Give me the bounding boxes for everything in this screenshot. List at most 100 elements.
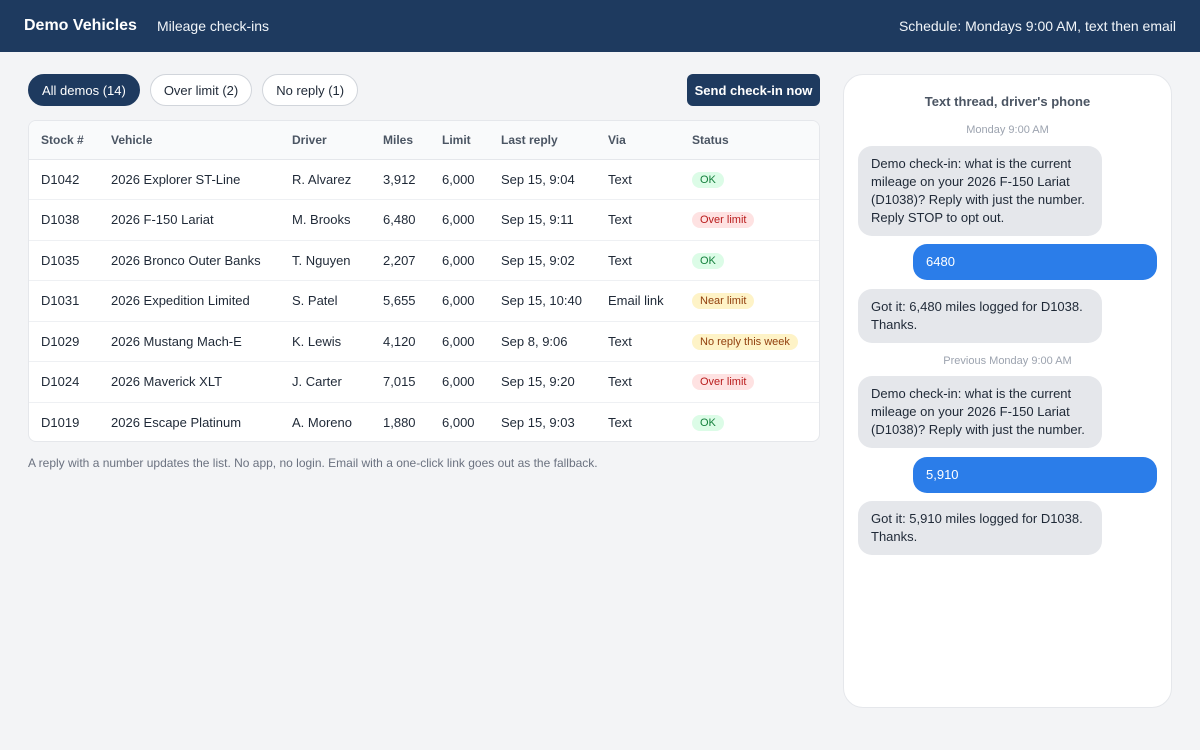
- status-badge: OK: [692, 171, 724, 188]
- filter-pills: All demos (14) Over limit (2) No reply (…: [28, 74, 359, 106]
- cell-limit: 6,000: [442, 374, 475, 390]
- cell-via: Email link: [608, 293, 664, 309]
- cell-miles: 5,655: [383, 293, 416, 309]
- col-via: Via: [596, 121, 680, 160]
- cell-via: Text: [608, 374, 632, 390]
- timestamp-monday: Monday 9:00 AM: [966, 124, 1049, 136]
- confirmation-message: Got it: 6,480 miles logged for D1038. Th…: [858, 289, 1102, 343]
- table-row[interactable]: D1024 2026 Maverick XLT J. Carter 7,015 6,00…: [29, 362, 819, 403]
- filter-over-limit[interactable]: Over limit (2): [149, 74, 253, 106]
- cell-last-reply: Sep 15, 9:02: [501, 252, 575, 268]
- cell-miles: 4,120: [383, 333, 416, 349]
- cell-status: OK: [680, 240, 819, 281]
- page-subtitle: Mileage check-ins: [156, 18, 270, 34]
- cell-stock: D1042: [41, 171, 80, 187]
- cell-miles: 7,015: [383, 374, 416, 390]
- status-badge: Near limit: [692, 293, 755, 310]
- cell-stock: D1029: [41, 333, 80, 349]
- cell-via: Text: [608, 212, 632, 228]
- cell-status: Over limit: [680, 362, 819, 403]
- vehicles-table-card: Stock # Vehicle Driver Miles Limit Last …: [28, 120, 820, 442]
- schedule-text: Schedule: Mondays 9:00 AM, text then ema…: [898, 18, 1176, 34]
- cell-last-reply: Sep 15, 9:04: [501, 171, 575, 187]
- status-badge: OK: [692, 415, 724, 431]
- table-header-row: Stock # Vehicle Driver Miles Limit Last …: [29, 121, 819, 160]
- filter-all-demos[interactable]: All demos (14): [28, 74, 140, 106]
- brand-title: Demo Vehicles: [24, 17, 137, 34]
- cell-status: Near limit: [680, 281, 819, 322]
- cell-miles: 1,880: [383, 415, 416, 430]
- cell-vehicle: 2026 Maverick XLT: [111, 374, 223, 390]
- status-badge: Over limit: [692, 374, 755, 391]
- cell-limit: 6,000: [442, 333, 475, 349]
- cell-vehicle: 2026 F-150 Lariat: [111, 212, 214, 228]
- cell-limit: 6,000: [442, 171, 475, 187]
- status-badge: OK: [692, 252, 724, 269]
- cell-vehicle: 2026 Expedition Limited: [111, 293, 250, 309]
- incoming-message: Demo check-in: what is the current milea…: [858, 376, 1102, 448]
- col-last-reply: Last reply: [489, 121, 596, 160]
- cell-stock: D1038: [41, 212, 80, 228]
- cell-status: OK: [680, 159, 819, 200]
- cell-last-reply: Sep 8, 9:06: [501, 333, 568, 349]
- cell-limit: 6,000: [442, 415, 475, 430]
- cell-via: Text: [608, 333, 632, 349]
- cell-limit: 6,000: [442, 293, 475, 309]
- cell-vehicle: 2026 Bronco Outer Banks: [111, 252, 261, 268]
- cell-via: Text: [608, 171, 632, 187]
- col-vehicle: Vehicle: [99, 121, 280, 160]
- cell-miles: 6,480: [383, 212, 416, 228]
- cell-last-reply: Sep 15, 10:40: [501, 293, 582, 309]
- confirmation-message: Got it: 5,910 miles logged for D1038. Th…: [858, 501, 1102, 555]
- cell-last-reply: Sep 15, 9:20: [501, 374, 575, 390]
- status-badge: Over limit: [692, 212, 755, 229]
- cell-status: No reply this week: [680, 321, 819, 362]
- table-row[interactable]: D1042 2026 Explorer ST-Line R. Alvarez 3,91…: [29, 159, 819, 200]
- table-row[interactable]: D1035 2026 Bronco Outer Banks T. Nguyen 2,2…: [29, 240, 819, 281]
- status-badge: No reply this week: [692, 333, 798, 350]
- cell-driver: A. Moreno: [292, 415, 352, 430]
- cell-last-reply: Sep 15, 9:03: [501, 415, 575, 430]
- footnote: A reply with a number updates the list. …: [28, 456, 598, 470]
- table-row[interactable]: D1029 2026 Mustang Mach-E K. Lewis 4,120 6,0…: [29, 321, 819, 362]
- cell-driver: R. Alvarez: [292, 171, 352, 187]
- send-check-in-button[interactable]: Send check-in now: [687, 74, 820, 106]
- table-row[interactable]: D1019 2026 Escape Platinum A. Moreno 1,880 6…: [29, 402, 819, 441]
- col-limit: Limit: [430, 121, 489, 160]
- col-status: Status: [680, 121, 819, 160]
- cell-stock: D1024: [41, 374, 80, 390]
- col-stock: Stock #: [29, 121, 99, 160]
- table-row[interactable]: D1038 2026 F-150 Lariat M. Brooks 6,480 6,00…: [29, 200, 819, 241]
- cell-miles: 3,912: [383, 171, 416, 187]
- cell-status: OK: [680, 402, 819, 441]
- cell-limit: 6,000: [442, 252, 475, 268]
- text-thread-panel: Text thread, driver's phone Monday 9:00 …: [843, 74, 1172, 708]
- outgoing-reply: 6480: [913, 244, 1157, 280]
- vehicles-table: Stock # Vehicle Driver Miles Limit Last …: [29, 121, 819, 441]
- cell-stock: D1031: [41, 293, 80, 309]
- incoming-message: Demo check-in: what is the current milea…: [858, 146, 1102, 236]
- timestamp-previous-monday: Previous Monday 9:00 AM: [943, 355, 1072, 367]
- cell-stock: D1035: [41, 252, 80, 268]
- cell-driver: K. Lewis: [292, 333, 342, 349]
- cell-miles: 2,207: [383, 252, 416, 268]
- cell-driver: J. Carter: [292, 374, 342, 390]
- outgoing-reply: 5,910: [913, 457, 1157, 493]
- cell-via: Text: [608, 415, 632, 430]
- cell-via: Text: [608, 252, 632, 268]
- thread-title: Text thread, driver's phone: [924, 94, 1091, 109]
- cell-driver: S. Patel: [292, 293, 338, 309]
- filter-no-reply[interactable]: No reply (1): [262, 74, 359, 106]
- cell-stock: D1019: [41, 415, 80, 430]
- cell-driver: M. Brooks: [292, 212, 351, 228]
- table-row[interactable]: D1031 2026 Expedition Limited S. Patel 5,65…: [29, 281, 819, 322]
- col-miles: Miles: [371, 121, 430, 160]
- cell-vehicle: 2026 Mustang Mach-E: [111, 333, 242, 349]
- cell-vehicle: 2026 Explorer ST-Line: [111, 171, 241, 187]
- cell-status: Over limit: [680, 200, 819, 241]
- cell-vehicle: 2026 Escape Platinum: [111, 415, 242, 430]
- cell-driver: T. Nguyen: [292, 252, 351, 268]
- col-driver: Driver: [280, 121, 371, 160]
- cell-limit: 6,000: [442, 212, 475, 228]
- cell-last-reply: Sep 15, 9:11: [501, 212, 574, 228]
